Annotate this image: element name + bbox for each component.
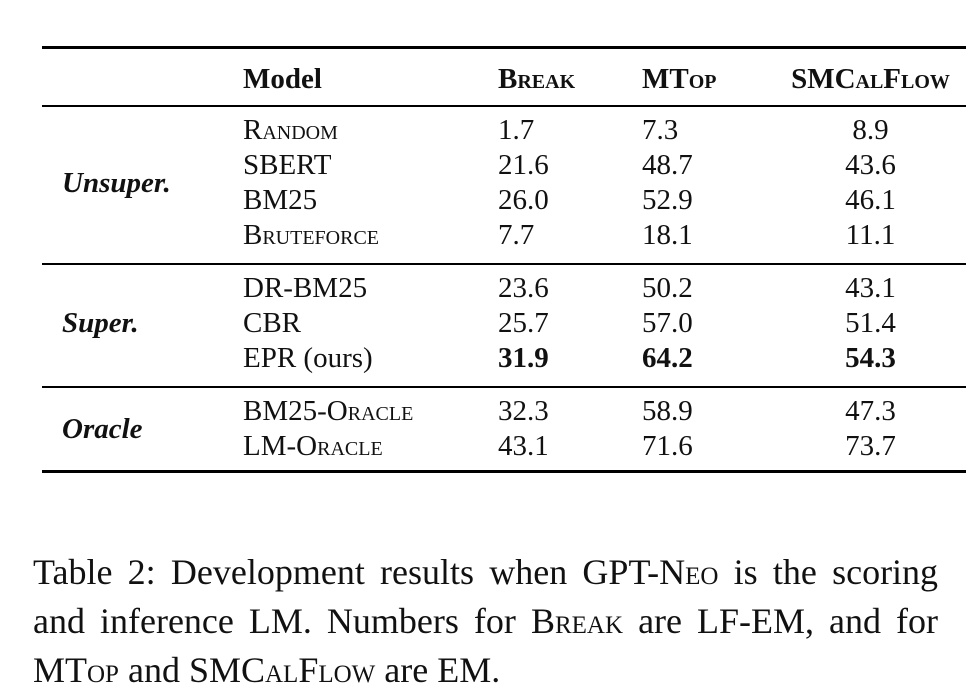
header-model: Model <box>243 46 498 106</box>
score-smcalflow: 51.4 <box>845 307 896 339</box>
group-label-supervised: Super. <box>62 307 139 339</box>
model-name: LM-Oracle <box>243 430 383 462</box>
score-smcalflow: 43.1 <box>845 272 896 304</box>
model-name: BM25-Oracle <box>243 395 414 427</box>
table-row: Oracle BM25-Oracle 32.3 58.9 47.3 <box>42 394 966 445</box>
model-name: Random <box>243 114 338 146</box>
model-name: EPR (ours) <box>243 342 373 374</box>
score-break: 25.7 <box>498 307 549 339</box>
caption-text: and <box>127 650 180 690</box>
score-break: 26.0 <box>498 184 549 216</box>
table-row: LM-Oracle 43.1 71.6 73.7 <box>42 429 966 464</box>
score-break: 32.3 <box>498 395 549 427</box>
score-smcalflow: 11.1 <box>845 219 896 251</box>
score-smcalflow: 46.1 <box>845 184 896 216</box>
score-break: 23.6 <box>498 272 549 304</box>
model-name: DR-BM25 <box>243 272 368 304</box>
caption-text: are LF-EM, and for <box>638 601 939 641</box>
header-break: Break <box>498 46 642 106</box>
group-label-unsupervised: Unsuper. <box>62 166 171 199</box>
caption-text: Development results when <box>170 552 568 592</box>
score-smcalflow: 8.9 <box>852 114 889 146</box>
score-break: 31.9 <box>498 342 549 374</box>
score-mtop: 58.9 <box>642 395 693 427</box>
score-mtop: 57.0 <box>642 307 693 339</box>
group-label-oracle: Oracle <box>62 412 143 445</box>
score-mtop: 50.2 <box>642 272 693 304</box>
score-smcalflow: 54.3 <box>845 342 896 374</box>
model-name: Bruteforce <box>243 219 380 251</box>
score-mtop: 64.2 <box>642 342 693 374</box>
caption-text: are EM. <box>384 650 501 690</box>
score-mtop: 71.6 <box>642 430 693 462</box>
score-break: 1.7 <box>498 114 535 146</box>
caption-text: is the scoring and inference LM. Numbers… <box>33 552 939 641</box>
header-smcalflow: SMCalFlow <box>775 46 966 106</box>
table-row: EPR (ours) 31.9 64.2 54.3 <box>42 341 966 376</box>
table-row: Super. DR-BM25 23.6 50.2 43.1 <box>42 271 966 339</box>
caption-dataset-smcalflow: SMCalFlow <box>188 650 376 690</box>
score-break: 7.7 <box>498 219 535 251</box>
score-mtop: 52.9 <box>642 184 693 216</box>
caption-dataset-break: Break <box>530 601 624 641</box>
model-name: SBERT <box>243 149 332 181</box>
table-row: Bruteforce 7.7 18.1 11.1 <box>42 218 966 253</box>
table-header-row: Model Break MTop SMCalFlow <box>42 46 966 106</box>
table-row: SBERT 21.6 48.7 43.6 <box>42 148 966 183</box>
score-mtop: 48.7 <box>642 149 693 181</box>
table-row: BM25 26.0 52.9 46.1 <box>42 183 966 218</box>
score-smcalflow: 43.6 <box>845 149 896 181</box>
caption-label: Table 2: <box>33 552 156 592</box>
table-caption: Table 2: Development results when GPT-Ne… <box>33 548 938 695</box>
score-mtop: 18.1 <box>642 219 693 251</box>
header-mtop: MTop <box>642 46 775 106</box>
score-mtop: 7.3 <box>642 114 679 146</box>
results-table: Model Break MTop SMCalFlow Unsuper. Rand… <box>42 46 966 473</box>
score-smcalflow: 73.7 <box>845 430 896 462</box>
table-row: Unsuper. Random 1.7 7.3 8.9 <box>42 113 966 199</box>
score-break: 43.1 <box>498 430 549 462</box>
table-row: CBR 25.7 57.0 51.4 <box>42 306 966 341</box>
caption-dataset-mtop: MTop <box>33 650 119 690</box>
model-name: BM25 <box>243 184 318 216</box>
score-smcalflow: 47.3 <box>845 395 896 427</box>
score-break: 21.6 <box>498 149 549 181</box>
model-name: CBR <box>243 307 302 339</box>
caption-model-name: GPT-Neo <box>582 552 719 592</box>
